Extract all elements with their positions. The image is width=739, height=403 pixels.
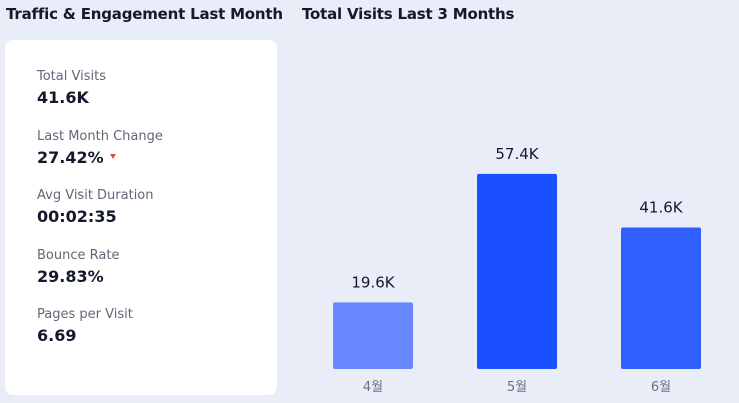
trend-down-icon — [109, 154, 116, 159]
total-visits-bar-chart: 19.6K 4월 57.4K 5월 41.6K 6월 — [290, 30, 739, 403]
bar-3[interactable] — [621, 227, 701, 369]
chart-svg: 19.6K 4월 57.4K 5월 41.6K 6월 — [333, 145, 701, 395]
stat-total-visits: Total Visits 41.6K — [37, 69, 277, 129]
total-visits-chart-title: Total Visits Last 3 Months — [302, 5, 515, 23]
stat-label: Last Month Change — [37, 128, 163, 144]
x-tick-label: 5월 — [507, 380, 527, 395]
stat-label: Pages per Visit — [37, 307, 133, 322]
bar-data-label: 57.4K — [495, 145, 539, 163]
bar-1[interactable] — [333, 302, 413, 369]
bar-data-label: 19.6K — [351, 273, 395, 291]
stat-pages-per-visit: Pages per Visit 6.69 — [37, 307, 277, 367]
stat-value: 6.69 — [37, 326, 77, 345]
stat-last-month-change: Last Month Change 27.42% — [37, 129, 277, 189]
stat-value: 29.83% — [37, 266, 104, 286]
stat-label: Bounce Rate — [37, 247, 120, 263]
stat-avg-visit-duration: Avg Visit Duration 00:02:35 — [37, 188, 277, 248]
x-tick-label: 4월 — [363, 380, 383, 395]
stat-value: 00:02:35 — [37, 207, 117, 226]
stat-label: Total Visits — [37, 69, 106, 84]
bar-data-label: 41.6K — [639, 199, 683, 217]
bar-2[interactable] — [477, 173, 557, 369]
stat-value: 27.42% — [37, 147, 104, 167]
traffic-engagement-title: Traffic & Engagement Last Month — [6, 5, 283, 23]
stat-value: 41.6K — [37, 88, 89, 107]
stat-label: Avg Visit Duration — [37, 188, 154, 203]
traffic-stats-card: Total Visits 41.6K Last Month Change 27.… — [5, 40, 277, 395]
stat-bounce-rate: Bounce Rate 29.83% — [37, 248, 277, 308]
x-tick-label: 6월 — [651, 380, 671, 395]
